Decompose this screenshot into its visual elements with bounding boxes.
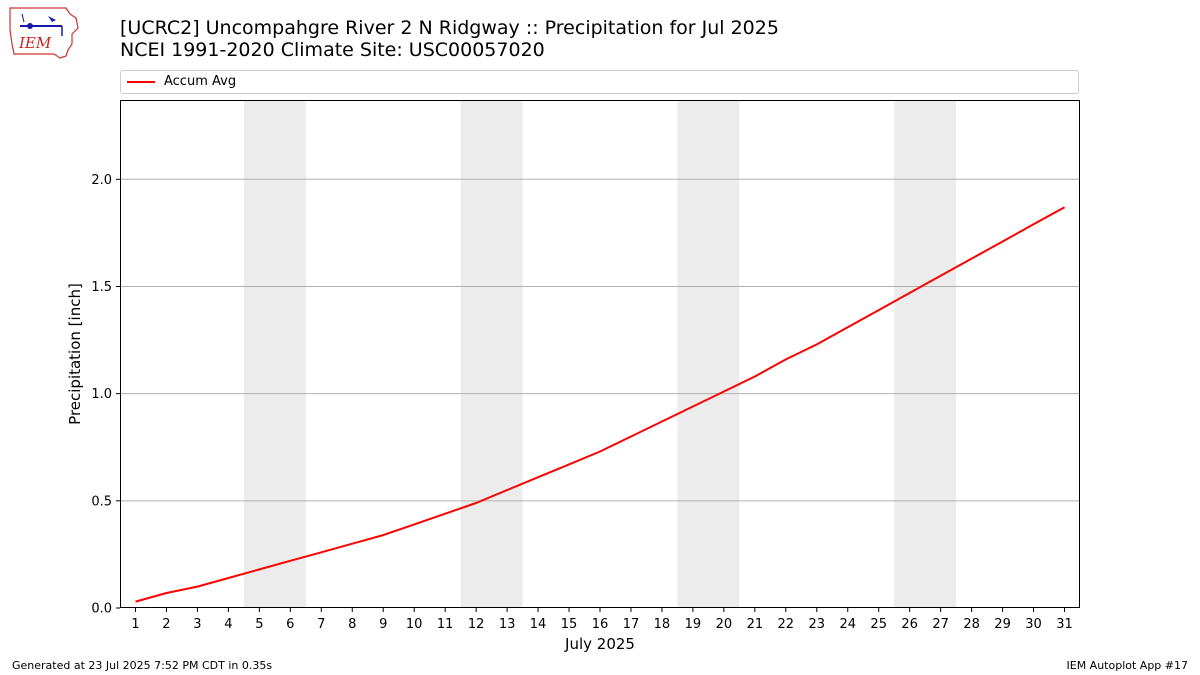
x-tick-label: 2 [162,617,170,632]
x-tick-label: 4 [224,617,232,632]
x-tick-label: 28 [963,617,980,632]
x-axis-label: July 2025 [564,635,635,653]
x-tick-label: 3 [193,617,201,632]
x-tick-label: 17 [623,617,640,632]
x-tick-label: 8 [348,617,356,632]
y-axis: 0.0 0.5 1.0 1.5 2.0 [91,173,120,617]
x-tick-label: 19 [685,617,702,632]
x-tick-label: 16 [592,617,609,632]
x-tick-label: 22 [778,617,795,632]
y-tick-label: 1.5 [91,280,112,295]
x-tick-label: 13 [499,617,516,632]
footer-app-text: IEM Autoplot App #17 [1066,659,1189,672]
plot-frame [120,100,1080,608]
x-tick-label: 30 [1025,617,1042,632]
x-tick-label: 14 [530,617,547,632]
x-tick-label: 1 [131,617,139,632]
y-tick-label: 0.5 [91,494,112,509]
x-tick-label: 11 [437,617,454,632]
legend-label-accum-avg: Accum Avg [164,74,237,89]
x-tick-label: 29 [994,617,1011,632]
x-tick-label: 27 [932,617,949,632]
x-tick-label: 7 [317,617,325,632]
y-tick-label: 2.0 [91,173,112,188]
x-tick-label: 20 [716,617,733,632]
chart-subtitle: NCEI 1991-2020 Climate Site: USC00057020 [120,39,545,61]
weekend-band [894,100,957,608]
y-tick-label: 0.0 [91,602,112,617]
y-axis-label: Precipitation [inch] [66,283,84,425]
x-tick-label: 31 [1056,617,1073,632]
y-tick-label: 1.0 [91,387,112,402]
series-line-accum-avg [135,206,1065,603]
x-tick-label: 5 [255,617,263,632]
weekend-band [460,100,523,608]
iem-logo-text: IEM [18,34,52,52]
chart-title: [UCRC2] Uncompahgre River 2 N Ridgway ::… [120,17,779,39]
weekend-bands [243,100,957,608]
x-tick-label: 24 [839,617,856,632]
iem-logo: IEM [9,7,79,59]
iowa-outline-shape [9,7,79,59]
series-layer [135,206,1065,603]
x-tick-label: 12 [468,617,485,632]
x-tick-label: 18 [654,617,671,632]
weekend-band [677,100,740,608]
x-tick-label: 9 [379,617,387,632]
x-tick-label: 23 [809,617,826,632]
weekend-band [243,100,306,608]
x-tick-label: 15 [561,617,578,632]
x-tick-label: 6 [286,617,294,632]
x-tick-label: 26 [901,617,918,632]
x-tick-label: 21 [747,617,764,632]
legend: Accum Avg [120,70,1079,94]
footer-generated-text: Generated at 23 Jul 2025 7:52 PM CDT in … [12,659,273,672]
x-tick-label: 25 [870,617,887,632]
legend-swatch-accum-avg [127,81,155,83]
x-tick-label: 10 [406,617,423,632]
x-axis: 1 2 3 4 5 6 7 8 9 10 11 12 13 14 15 16 17 18 19 20 21 22 23 24 2… [131,608,1073,632]
